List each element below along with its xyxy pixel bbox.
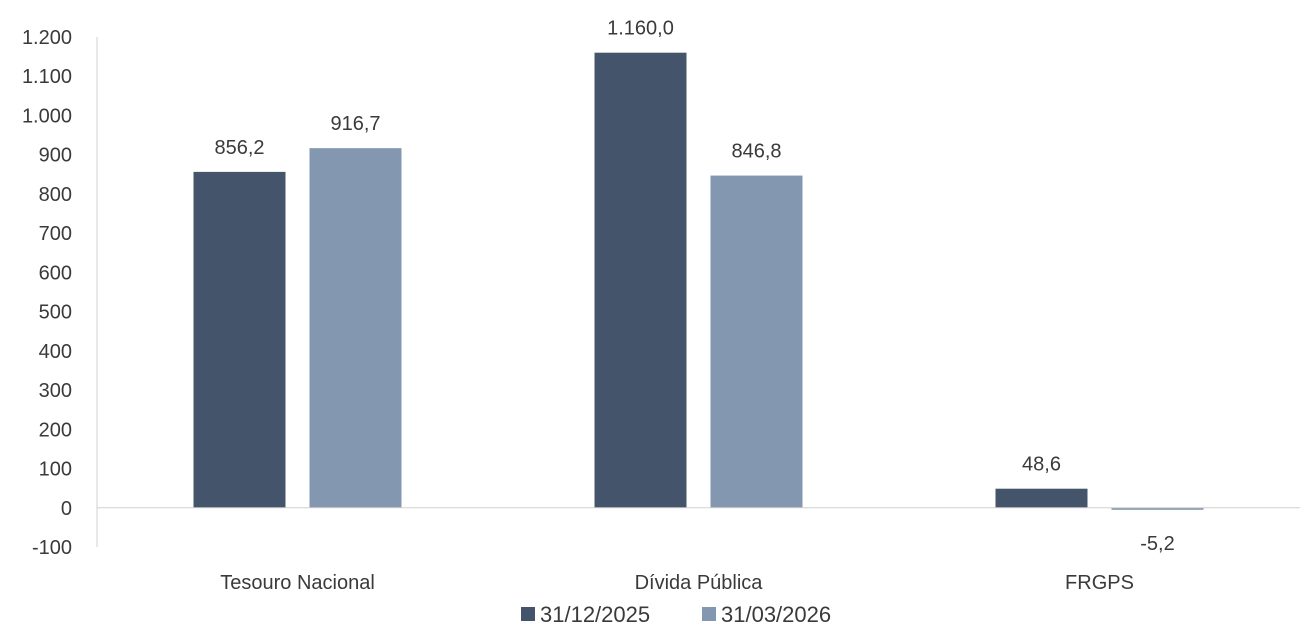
category-label: Tesouro Nacional bbox=[220, 572, 375, 594]
y-axis: -100 0 100 200 300 400 500 600 700 800 900 1.000 1.1… bbox=[22, 27, 98, 559]
bar bbox=[995, 488, 1088, 508]
data-label: 846,8 bbox=[731, 141, 781, 163]
y-tick-label: 400 bbox=[39, 341, 72, 363]
y-tick-label: 300 bbox=[39, 380, 72, 402]
y-tick-label: 500 bbox=[39, 302, 72, 324]
bars-group bbox=[193, 52, 1204, 510]
data-labels-group: 856,2 916,7 1.160,0 846,8 48,6 -5,2 bbox=[214, 18, 1174, 555]
legend-swatch bbox=[702, 607, 716, 621]
legend-swatch bbox=[521, 607, 535, 621]
bar bbox=[710, 175, 803, 508]
y-tick-label: 1.100 bbox=[22, 66, 72, 88]
y-tick-label: 100 bbox=[39, 459, 72, 481]
y-tick-label: 0 bbox=[61, 498, 72, 520]
x-axis: Tesouro Nacional Dívida Pública FRGPS bbox=[97, 507, 1300, 594]
y-tick-label: 200 bbox=[39, 419, 72, 441]
data-label: -5,2 bbox=[1140, 533, 1174, 555]
bar bbox=[309, 148, 402, 508]
data-label: 48,6 bbox=[1022, 454, 1061, 476]
legend: 31/12/2025 31/03/2026 bbox=[521, 602, 831, 627]
y-tick-label: 800 bbox=[39, 184, 72, 206]
legend-label: 31/03/2026 bbox=[721, 602, 831, 627]
bar bbox=[1111, 507, 1204, 510]
category-label: FRGPS bbox=[1065, 572, 1134, 594]
y-tick-label: 900 bbox=[39, 145, 72, 167]
bar bbox=[193, 171, 286, 508]
y-tick-label: 700 bbox=[39, 223, 72, 245]
data-label: 916,7 bbox=[330, 113, 380, 135]
bar bbox=[594, 52, 687, 508]
legend-label: 31/12/2025 bbox=[540, 602, 650, 627]
y-tick-label: 1.000 bbox=[22, 105, 72, 127]
y-tick-label: -100 bbox=[32, 537, 72, 559]
y-tick-label: 1.200 bbox=[22, 27, 72, 49]
y-tick-label: 600 bbox=[39, 262, 72, 284]
data-label: 1.160,0 bbox=[607, 18, 674, 40]
category-label: Dívida Pública bbox=[635, 572, 764, 594]
data-label: 856,2 bbox=[214, 137, 264, 159]
